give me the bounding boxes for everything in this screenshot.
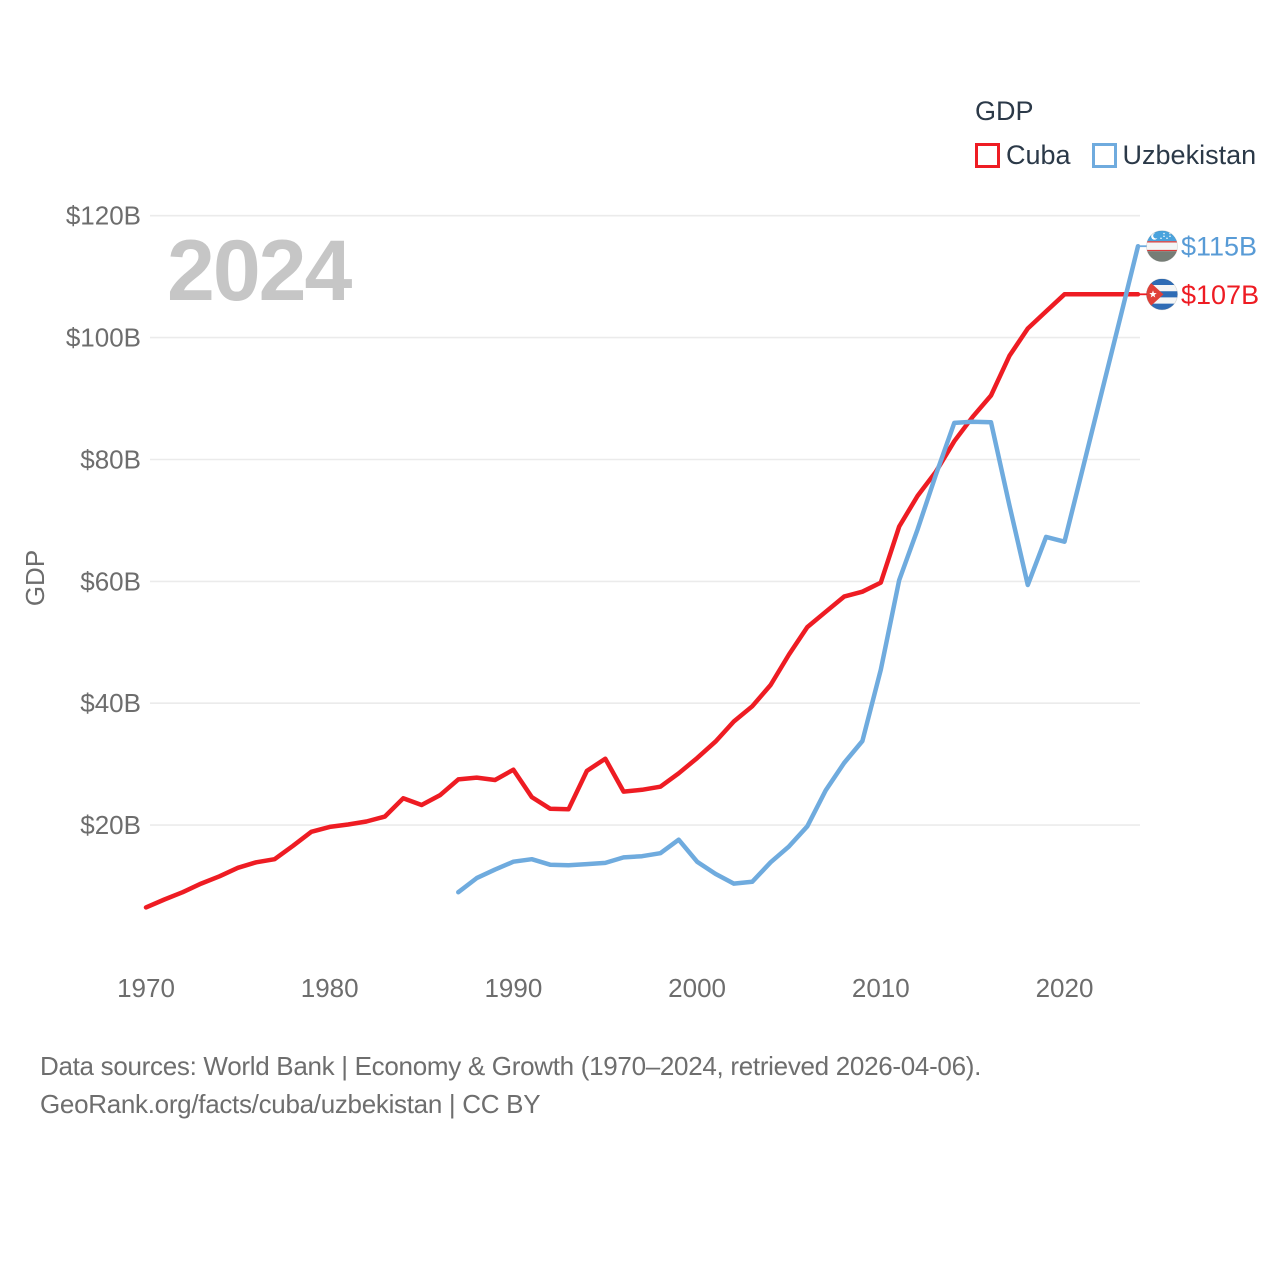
chart-legend: GDP Cuba Uzbekistan	[975, 98, 1256, 171]
x-axis-tick-label-1980: 1980	[301, 973, 359, 1003]
uzbekistan-end-value-label: $115B	[1181, 232, 1257, 262]
y-axis-tick-label-120: $120B	[66, 201, 141, 231]
x-axis-tick-label-2020: 2020	[1036, 973, 1094, 1003]
y-axis-tick-label-40: $40B	[80, 688, 141, 718]
cuba-series-swatch-icon	[975, 143, 1000, 168]
cuba-end-value-label: $107B	[1181, 280, 1259, 310]
x-axis-tick-label-2000: 2000	[668, 973, 726, 1003]
uzbekistan-series-swatch-icon	[1091, 143, 1117, 168]
watermark-year: 2024	[167, 223, 352, 319]
legend-items: Cuba Uzbekistan	[975, 140, 1256, 171]
uzbekistan-flag-icon	[1146, 230, 1178, 262]
legend-item-label: Uzbekistan	[1122, 140, 1257, 170]
y-axis-tick-label-60: $60B	[80, 566, 141, 596]
attribution-footer: Data sources: World Bank | Economy & Gro…	[40, 1047, 981, 1123]
x-axis-tick-label-1970: 1970	[117, 973, 175, 1003]
y-axis-tick-label-80: $80B	[80, 445, 141, 475]
cuba-flag-icon	[1146, 278, 1178, 310]
source-url-line: GeoRank.org/facts/cuba/uzbekistan | CC B…	[40, 1089, 541, 1119]
y-axis-title: GDP	[20, 550, 50, 606]
y-axis-tick-label-100: $100B	[66, 323, 141, 353]
x-axis-tick-label-1990: 1990	[484, 973, 542, 1003]
y-axis-tick-label-20: $20B	[80, 810, 141, 840]
cuba-line-series[interactable]	[143, 292, 1141, 910]
data-sources-line: Data sources: World Bank | Economy & Gro…	[40, 1051, 982, 1081]
legend-title: GDP	[975, 96, 1034, 126]
legend-item-cuba[interactable]: Cuba	[975, 140, 1071, 171]
legend-item-uzbekistan[interactable]: Uzbekistan	[1091, 140, 1257, 171]
x-axis-tick-label-2010: 2010	[852, 973, 910, 1003]
uzbekistan-line-series[interactable]	[456, 243, 1141, 895]
legend-item-label: Cuba	[1006, 140, 1071, 170]
